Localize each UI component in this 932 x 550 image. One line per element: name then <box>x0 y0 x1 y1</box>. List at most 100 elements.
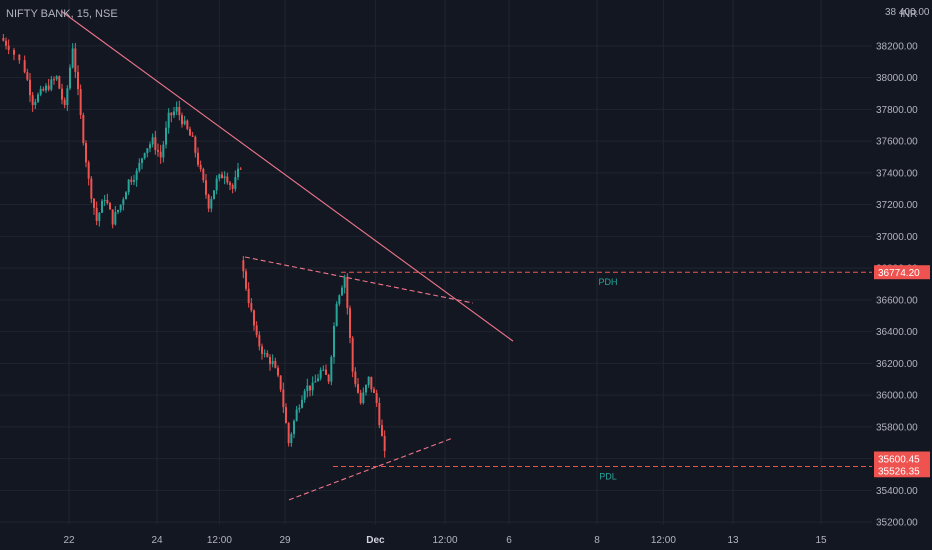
candle-body <box>303 391 306 400</box>
candle-body <box>7 45 10 50</box>
candle-body <box>207 194 210 209</box>
level-text: PDL <box>599 472 617 482</box>
x-tick-label: 12:00 <box>432 535 457 546</box>
candle-body <box>298 407 301 410</box>
candle-body <box>322 369 325 371</box>
candle-body <box>87 162 90 179</box>
candle-body <box>333 326 335 357</box>
axis-top-label: 38 400.00 <box>885 7 930 18</box>
candle-body <box>162 144 165 158</box>
candle-body <box>373 389 375 393</box>
candle-body <box>346 276 349 309</box>
candle-body <box>351 337 354 372</box>
candle-body <box>293 420 295 434</box>
candle-body <box>157 150 159 152</box>
candle-body <box>42 88 45 91</box>
dashed-trendline <box>288 437 454 501</box>
candle-body <box>218 174 221 179</box>
candles <box>2 33 386 458</box>
candle-body <box>141 158 143 163</box>
candle-body <box>173 111 175 116</box>
candle-body <box>341 287 343 296</box>
candle-body <box>327 374 330 382</box>
chart-title[interactable]: NIFTY BANK, 15, NSE <box>6 8 118 20</box>
candle-body <box>5 40 7 46</box>
candle-body <box>354 371 357 385</box>
candle-body <box>274 360 277 368</box>
candle-body <box>213 190 215 200</box>
candle-body <box>82 114 85 144</box>
candle-body <box>253 310 255 326</box>
time-axis[interactable]: 22 24 12:00 29 Dec 12:00 6 8 12:00 13 15 <box>63 535 827 546</box>
candle-body <box>279 375 282 390</box>
candle-body <box>149 144 151 149</box>
y-tick-label: 36000.00 <box>876 391 918 402</box>
candle-body <box>357 384 359 393</box>
y-tick-label: 35800.00 <box>876 422 918 433</box>
candle-body <box>245 271 247 289</box>
y-tick-label: 37000.00 <box>876 232 918 243</box>
candle-body <box>106 199 109 204</box>
candle-body <box>367 376 370 385</box>
candle-body <box>29 79 31 96</box>
candle-body <box>301 399 303 408</box>
candle-body <box>39 88 42 95</box>
candle-body <box>58 76 61 89</box>
candle-body <box>266 353 269 358</box>
candle-body <box>53 79 55 81</box>
candle-body <box>77 71 79 90</box>
candle-body <box>295 409 298 421</box>
y-tick-label: 37600.00 <box>876 137 918 148</box>
x-tick-label: 24 <box>151 535 163 546</box>
candle-body <box>95 207 98 221</box>
candle-body <box>63 99 66 106</box>
x-tick-label: 6 <box>506 535 512 546</box>
candle-body <box>143 153 146 159</box>
grid <box>0 0 872 525</box>
price-axis[interactable]: 38 400.00INR35200.0035400.0035600.003580… <box>874 7 930 529</box>
y-tick-label: 38000.00 <box>876 73 918 84</box>
candle-body <box>114 212 117 225</box>
candle-body <box>93 198 95 208</box>
price-badge-label: 35526.35 <box>878 466 920 477</box>
candle-body <box>271 360 274 365</box>
y-tick-label: 36400.00 <box>876 327 918 338</box>
candle-body <box>255 325 258 336</box>
candle-body <box>229 182 231 185</box>
candle-body <box>325 369 327 375</box>
candle-body <box>362 392 365 404</box>
candle-body <box>349 308 351 338</box>
candle-body <box>194 136 197 153</box>
candle-body <box>375 392 378 404</box>
candle-body <box>237 168 239 178</box>
candle-body <box>314 381 317 383</box>
candle-body <box>167 112 170 128</box>
candle-body <box>247 288 250 304</box>
price-levels: PDH PDL <box>333 271 872 482</box>
candle-body <box>170 112 173 116</box>
x-tick-label: 12:00 <box>207 535 232 546</box>
candle-body <box>125 192 127 200</box>
candle-body <box>74 48 77 72</box>
candle-body <box>250 303 253 311</box>
candle-body <box>34 101 37 106</box>
candle-body <box>55 76 58 80</box>
candle-body <box>378 403 381 426</box>
candle-body <box>133 180 135 182</box>
level-price-label: 36774.20 <box>878 268 920 279</box>
x-tick-label: Dec <box>366 535 385 546</box>
candle-body <box>365 384 367 393</box>
y-tick-label: 36600.00 <box>876 295 918 306</box>
x-tick-label: 13 <box>727 535 739 546</box>
candle-body <box>165 127 167 145</box>
candle-body <box>197 152 199 165</box>
candle-body <box>309 385 311 391</box>
trendlines[interactable] <box>60 10 514 501</box>
candle-body <box>226 176 229 183</box>
candle-body <box>338 295 341 304</box>
level-text: PDH <box>598 277 617 287</box>
x-tick-label: 29 <box>279 535 291 546</box>
candle-body <box>98 212 101 221</box>
